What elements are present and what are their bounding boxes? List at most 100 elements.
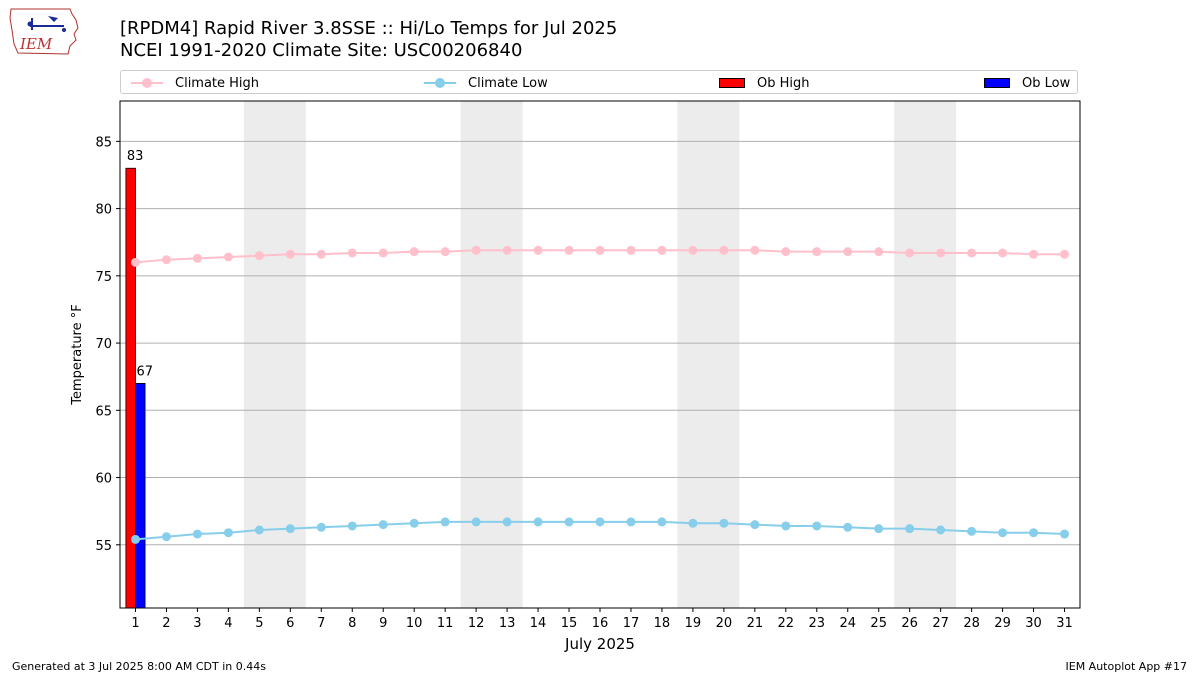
point-climate-high <box>657 245 667 255</box>
x-tick-label: 24 <box>839 616 856 631</box>
legend-swatch-climate-low <box>424 78 456 88</box>
point-climate-low <box>1029 528 1039 538</box>
point-climate-high <box>378 248 388 258</box>
y-tick-label: 85 <box>95 135 112 150</box>
point-climate-low <box>285 524 295 534</box>
x-tick-label: 22 <box>778 616 795 631</box>
point-climate-low <box>936 525 946 535</box>
point-climate-low <box>781 521 791 531</box>
x-tick-label: 6 <box>286 616 294 631</box>
point-climate-low <box>688 518 698 528</box>
legend-label-climate-low: Climate Low <box>468 75 548 91</box>
legend-label-ob-low: Ob Low <box>1022 75 1071 91</box>
point-climate-high <box>285 249 295 259</box>
x-tick-label: 28 <box>963 616 980 631</box>
logo-text: IEM <box>19 35 53 53</box>
point-climate-high <box>316 249 326 259</box>
x-tick-label: 18 <box>654 616 671 631</box>
x-tick-label: 15 <box>561 616 578 631</box>
point-climate-high <box>502 245 512 255</box>
iem-logo: IEM <box>9 8 79 55</box>
bar-label-ob-high: 83 <box>127 149 144 164</box>
point-climate-low <box>564 517 574 527</box>
y-tick-label: 80 <box>95 203 112 218</box>
point-climate-low <box>533 517 543 527</box>
footer-app-label: IEM Autoplot App #17 <box>1065 660 1188 673</box>
x-tick-label: 4 <box>224 616 232 631</box>
x-tick-label: 16 <box>592 616 609 631</box>
weekend-band <box>894 101 957 608</box>
y-axis-label: Temperature °F <box>70 304 85 405</box>
legend-item-ob-high: Ob High <box>719 74 810 92</box>
point-climate-low <box>595 517 605 527</box>
point-climate-low <box>223 528 233 538</box>
point-climate-low <box>657 517 667 527</box>
x-tick-label: 2 <box>162 616 170 631</box>
point-climate-high <box>874 247 884 257</box>
point-climate-high <box>223 252 233 262</box>
title-line-1: [RPDM4] Rapid River 3.8SSE :: Hi/Lo Temp… <box>120 18 618 39</box>
bar-ob-low <box>135 383 146 609</box>
point-climate-high <box>533 245 543 255</box>
point-climate-low <box>440 517 450 527</box>
title-line-2: NCEI 1991-2020 Climate Site: USC00206840 <box>120 40 523 61</box>
point-climate-high <box>719 245 729 255</box>
x-tick-label: 11 <box>437 616 454 631</box>
x-tick-label: 9 <box>379 616 387 631</box>
logo-flag <box>48 16 58 22</box>
weekend-band <box>243 101 306 608</box>
point-climate-high <box>254 251 264 261</box>
point-climate-high <box>998 248 1008 258</box>
x-tick-label: 21 <box>747 616 764 631</box>
point-climate-low <box>192 529 202 539</box>
point-climate-low <box>502 517 512 527</box>
point-climate-low <box>130 534 140 544</box>
point-climate-low <box>967 526 977 536</box>
footer-generated-text: Generated at 3 Jul 2025 8:00 AM CDT in 0… <box>12 660 266 673</box>
x-tick-label: 13 <box>499 616 516 631</box>
legend-item-climate-high: Climate High <box>131 74 259 92</box>
point-climate-high <box>905 248 915 258</box>
point-climate-low <box>161 532 171 542</box>
x-tick-label: 5 <box>255 616 263 631</box>
point-climate-low <box>409 518 419 528</box>
x-tick-label: 7 <box>317 616 325 631</box>
point-climate-low <box>316 522 326 532</box>
point-climate-high <box>409 247 419 257</box>
legend-swatch-climate-high <box>131 78 163 88</box>
iowa-outline <box>9 8 79 55</box>
bar-label-ob-low: 67 <box>136 364 153 379</box>
point-climate-high <box>347 248 357 258</box>
point-climate-high <box>626 245 636 255</box>
x-tick-label: 26 <box>901 616 918 631</box>
x-tick-label: 23 <box>809 616 826 631</box>
point-climate-high <box>967 248 977 258</box>
point-climate-low <box>750 520 760 530</box>
point-climate-low <box>998 528 1008 538</box>
point-climate-low <box>1060 529 1070 539</box>
point-climate-high <box>564 245 574 255</box>
point-climate-low <box>347 521 357 531</box>
chart-title: [RPDM4] Rapid River 3.8SSE :: Hi/Lo Temp… <box>120 18 617 62</box>
point-climate-low <box>812 521 822 531</box>
legend: Climate High Climate Low Ob High Ob Low <box>120 70 1078 94</box>
x-tick-label: 31 <box>1056 616 1073 631</box>
point-climate-low <box>874 524 884 534</box>
weekend-band <box>460 101 523 608</box>
point-climate-high <box>1029 249 1039 259</box>
x-tick-label: 27 <box>932 616 949 631</box>
legend-item-climate-low: Climate Low <box>424 74 548 92</box>
point-climate-high <box>843 247 853 257</box>
x-tick-label: 20 <box>716 616 733 631</box>
point-climate-low <box>843 522 853 532</box>
point-climate-high <box>781 247 791 257</box>
legend-swatch-ob-low <box>984 78 1010 88</box>
x-tick-label: 30 <box>1025 616 1042 631</box>
x-tick-label: 19 <box>685 616 702 631</box>
x-tick-label: 8 <box>348 616 356 631</box>
weekend-band <box>677 101 740 608</box>
x-tick-label: 1 <box>131 616 139 631</box>
plot-frame <box>119 100 1081 609</box>
point-climate-high <box>471 245 481 255</box>
